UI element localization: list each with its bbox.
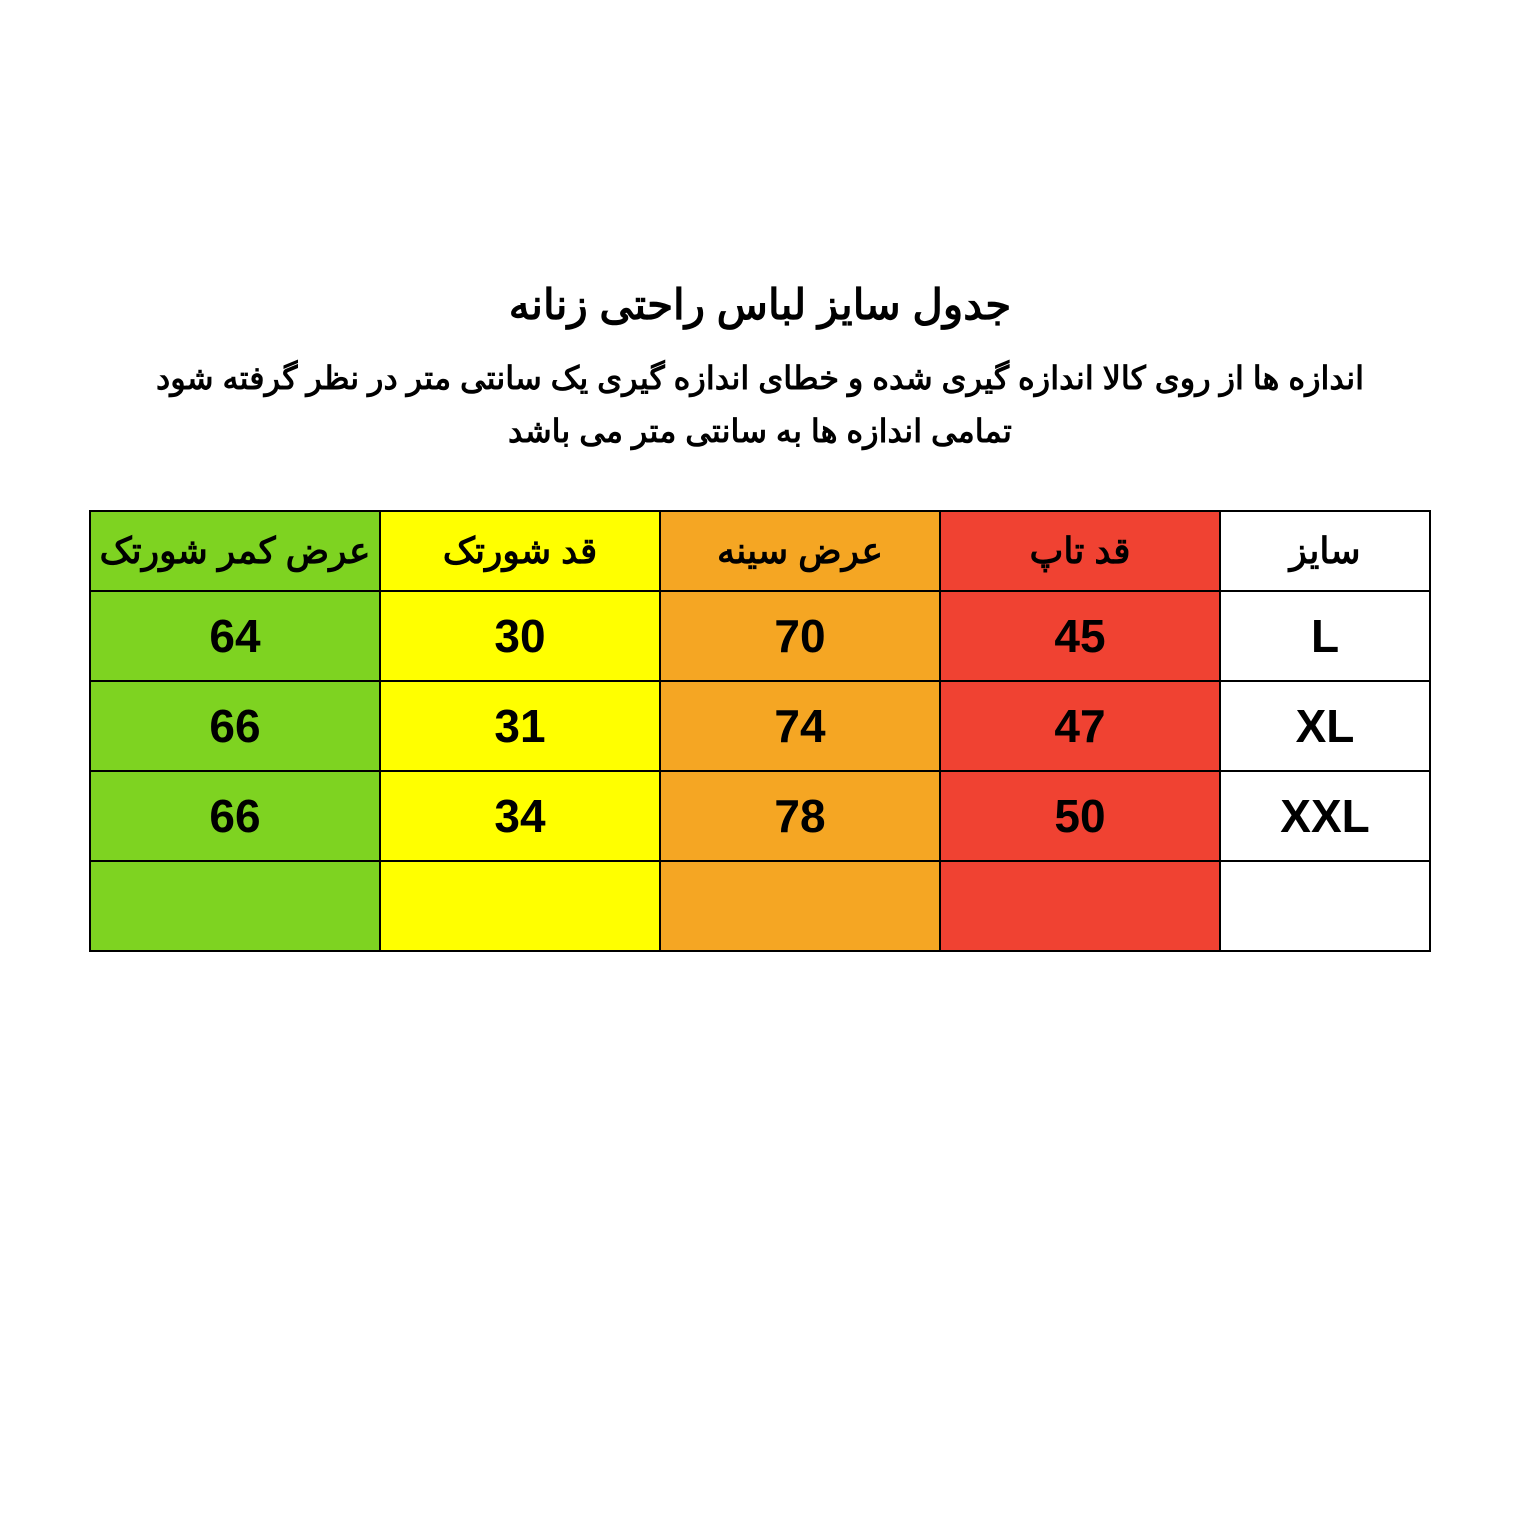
cell-chest: 70 (660, 591, 940, 681)
cell-waist: 64 (90, 591, 380, 681)
cell-chest: 74 (660, 681, 940, 771)
cell-size: L (1220, 591, 1430, 681)
cell-chest: 78 (660, 771, 940, 861)
cell-size (1220, 861, 1430, 951)
cell-top-height: 47 (940, 681, 1220, 771)
table-header-row: عرض کمر شورتک قد شورتک عرض سینه قد تاپ س… (90, 511, 1430, 591)
cell-top-height: 50 (940, 771, 1220, 861)
cell-size: XL (1220, 681, 1430, 771)
table-row (90, 861, 1430, 951)
cell-short-height: 34 (380, 771, 660, 861)
table-body: 64 30 70 45 L 66 31 74 47 XL 66 34 78 50… (90, 591, 1430, 951)
subtitle-line-1: اندازه ها از روی کالا اندازه گیری شده و … (0, 359, 1520, 397)
subtitle-line-2: تمامی اندازه ها به سانتی متر می باشد (0, 412, 1520, 450)
cell-waist: 66 (90, 771, 380, 861)
header-short-height: قد شورتک (380, 511, 660, 591)
table-row: 64 30 70 45 L (90, 591, 1430, 681)
cell-short-height (380, 861, 660, 951)
page-title: جدول سایز لباس راحتی زنانه (0, 280, 1520, 329)
cell-waist: 66 (90, 681, 380, 771)
cell-chest (660, 861, 940, 951)
cell-short-height: 31 (380, 681, 660, 771)
size-chart-table: عرض کمر شورتک قد شورتک عرض سینه قد تاپ س… (89, 510, 1431, 952)
cell-size: XXL (1220, 771, 1430, 861)
header-size: سایز (1220, 511, 1430, 591)
table-row: 66 34 78 50 XXL (90, 771, 1430, 861)
cell-top-height: 45 (940, 591, 1220, 681)
cell-waist (90, 861, 380, 951)
page-container: جدول سایز لباس راحتی زنانه اندازه ها از … (0, 0, 1520, 952)
header-top-height: قد تاپ (940, 511, 1220, 591)
cell-short-height: 30 (380, 591, 660, 681)
header-waist: عرض کمر شورتک (90, 511, 380, 591)
header-chest: عرض سینه (660, 511, 940, 591)
table-row: 66 31 74 47 XL (90, 681, 1430, 771)
cell-top-height (940, 861, 1220, 951)
